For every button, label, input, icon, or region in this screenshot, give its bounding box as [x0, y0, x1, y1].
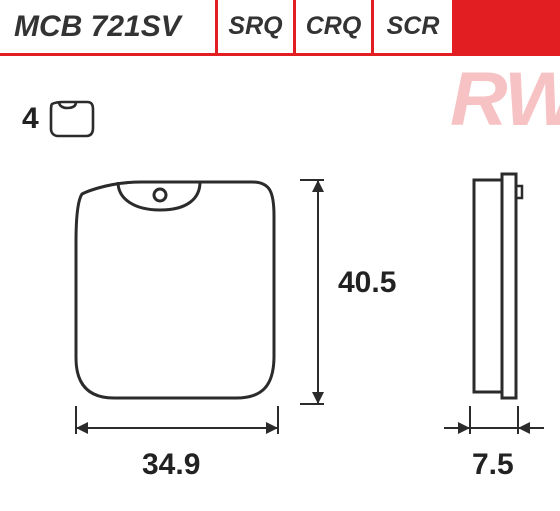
quantity-value: 4 [22, 102, 39, 136]
header-tabs: MCB 721SV SRQ CRQ SCR [0, 0, 560, 56]
variant-scr: SCR [374, 0, 452, 53]
mini-pad-icon [49, 100, 95, 138]
diagram-area: RW 4 [0, 56, 560, 508]
dim-height-label: 40.5 [338, 266, 396, 300]
part-number: MCB 721SV [0, 0, 218, 53]
pad-side-view [470, 170, 524, 404]
variant-crq: CRQ [296, 0, 374, 53]
dim-width-label: 34.9 [142, 448, 200, 482]
dim-thickness [440, 406, 550, 450]
quantity-badge: 4 [22, 100, 95, 138]
pad-front-view [70, 176, 280, 404]
dim-height [300, 172, 340, 414]
dim-thickness-label: 7.5 [472, 448, 514, 482]
brand-watermark: RW [450, 56, 560, 143]
header-fill [452, 0, 560, 53]
variant-srq: SRQ [218, 0, 296, 53]
dim-width [66, 406, 288, 450]
